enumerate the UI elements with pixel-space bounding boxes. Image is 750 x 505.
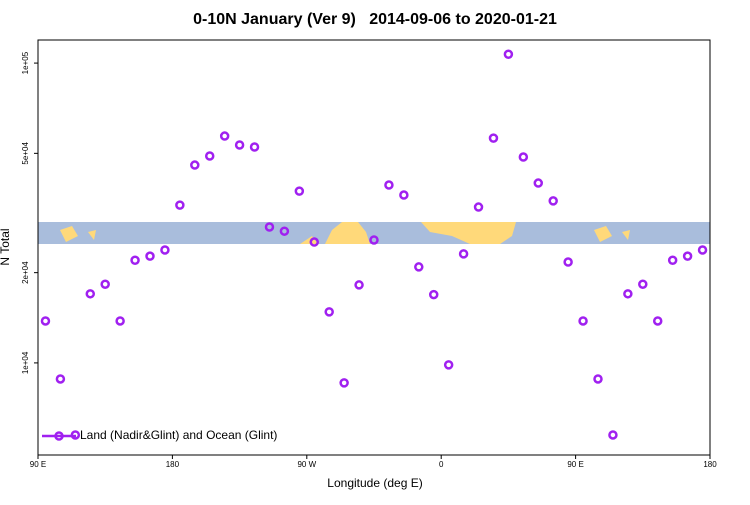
x-tick-label: 180 xyxy=(703,460,717,469)
point xyxy=(369,235,379,245)
point xyxy=(697,245,708,255)
point xyxy=(309,237,320,247)
y-axis-label: N Total xyxy=(0,228,12,265)
point xyxy=(279,226,290,236)
point xyxy=(682,251,693,261)
point xyxy=(518,152,529,162)
land xyxy=(88,230,96,240)
point xyxy=(593,374,603,384)
point xyxy=(324,307,334,317)
point xyxy=(115,316,125,326)
point xyxy=(384,180,394,190)
point xyxy=(354,280,364,290)
point xyxy=(339,378,349,388)
point xyxy=(623,289,633,299)
point xyxy=(667,255,678,265)
map-strip xyxy=(38,222,710,244)
legend-marker xyxy=(54,431,64,441)
x-tick-label: 90 E xyxy=(567,460,583,469)
land xyxy=(594,226,612,242)
point xyxy=(175,200,185,210)
land xyxy=(325,222,370,244)
x-tick-label: 90 E xyxy=(30,460,46,469)
point xyxy=(503,49,514,60)
point xyxy=(264,222,275,232)
chart-title: 0-10N January (Ver 9) 2014-09-06 to 2020… xyxy=(193,11,557,28)
point xyxy=(234,140,245,150)
point xyxy=(55,374,66,384)
point xyxy=(160,245,170,255)
point xyxy=(473,202,484,212)
x-axis-label: Longitude (deg E) xyxy=(327,476,422,490)
x-tick-label: 90 W xyxy=(297,460,316,469)
y-tick-label: 5e+04 xyxy=(21,142,30,165)
point xyxy=(414,262,424,272)
land xyxy=(60,226,78,242)
x-tick-label: 0 xyxy=(439,460,444,469)
y-tick-label: 1e+05 xyxy=(21,51,30,74)
land xyxy=(622,230,630,240)
point xyxy=(578,316,588,326)
point xyxy=(652,316,663,326)
point xyxy=(40,316,51,326)
point xyxy=(548,196,558,206)
land xyxy=(421,222,516,244)
point xyxy=(428,289,439,300)
point xyxy=(145,251,155,261)
point xyxy=(458,249,469,259)
point xyxy=(608,430,618,440)
y-tick-label: 2e+04 xyxy=(21,261,30,284)
point xyxy=(638,279,648,289)
y-tick-label: 1e+04 xyxy=(21,351,30,374)
point xyxy=(249,142,260,152)
ocean-band xyxy=(38,222,710,244)
point xyxy=(294,186,305,196)
point xyxy=(488,133,499,143)
point xyxy=(399,190,409,200)
point xyxy=(85,289,96,299)
x-tick-label: 180 xyxy=(166,460,180,469)
legend-label: Land (Nadir&Glint) and Ocean (Glint) xyxy=(80,428,277,442)
point xyxy=(563,257,573,267)
point xyxy=(100,279,110,289)
point xyxy=(219,131,230,141)
point xyxy=(204,151,215,161)
point xyxy=(190,160,200,170)
plot-frame xyxy=(37,39,711,456)
point xyxy=(443,360,454,370)
point xyxy=(130,255,140,265)
point xyxy=(533,178,544,188)
